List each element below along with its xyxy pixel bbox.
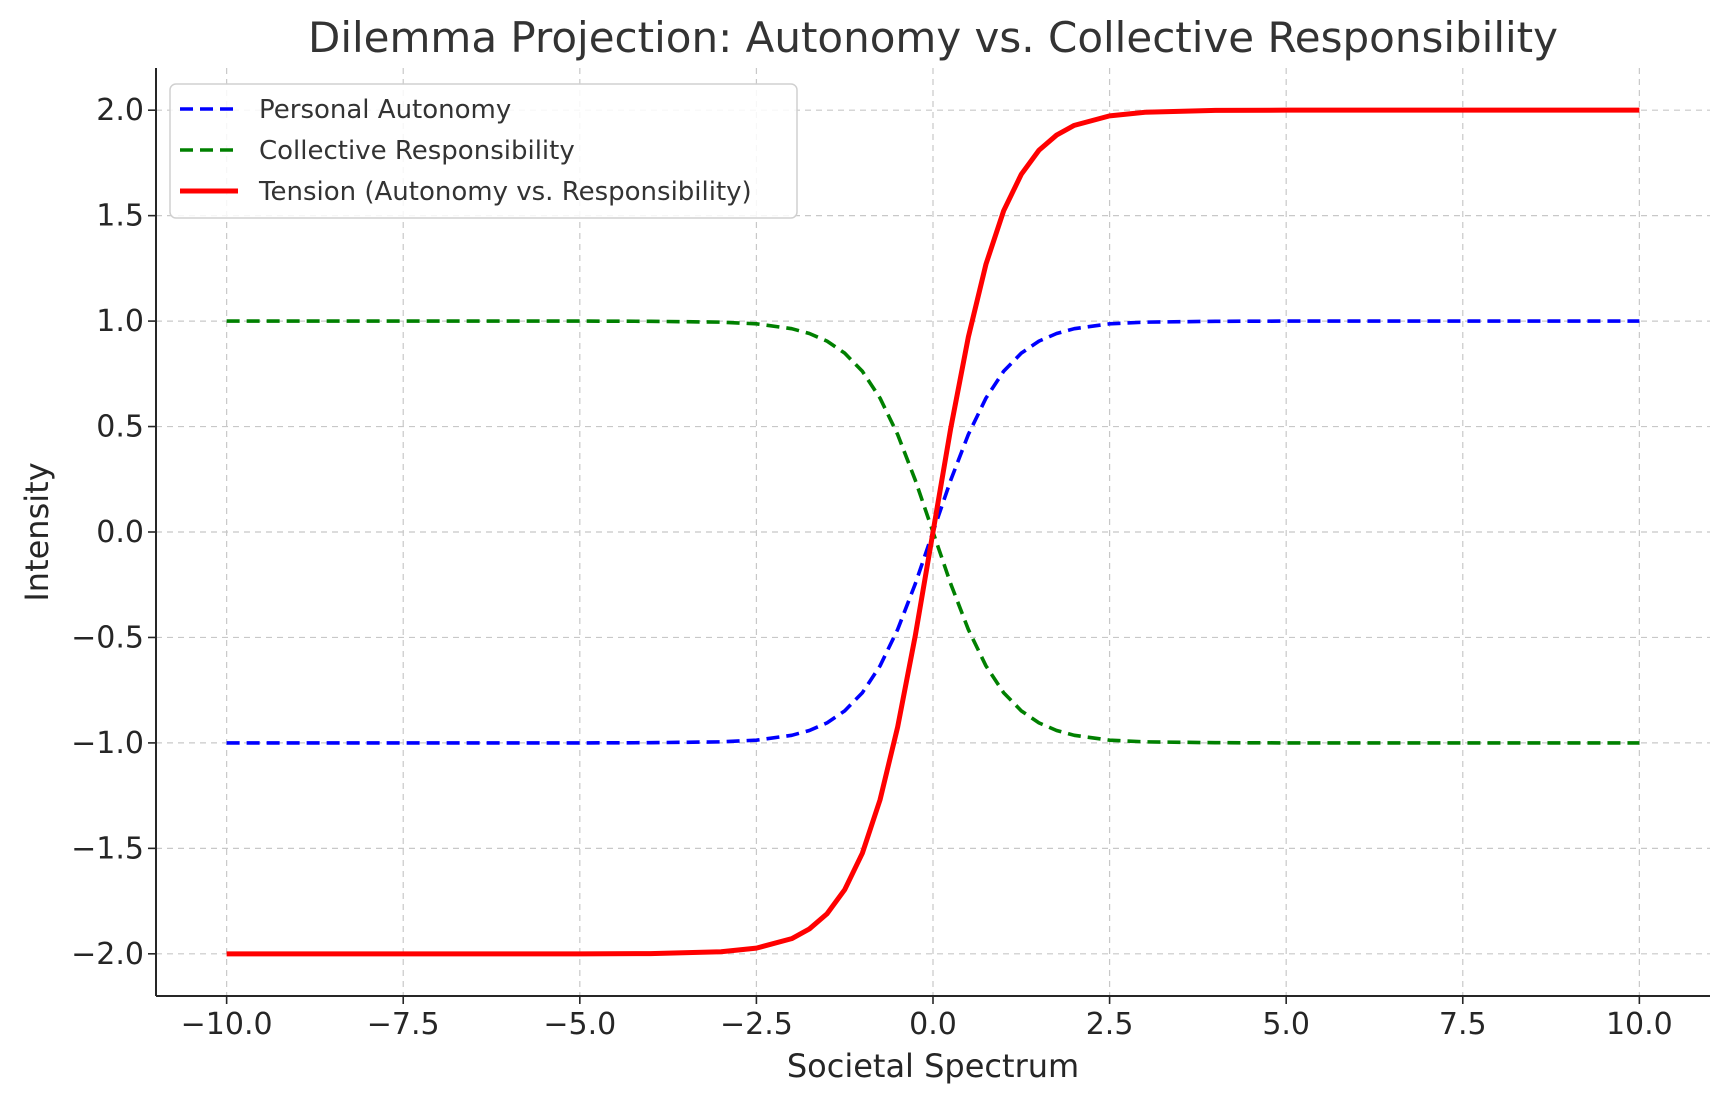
legend-label: Personal Autonomy bbox=[259, 95, 511, 125]
x-tick-label: 0.0 bbox=[909, 1007, 957, 1042]
x-tick-label: 5.0 bbox=[1262, 1007, 1310, 1042]
y-tick-label: 1.0 bbox=[96, 304, 144, 339]
x-tick-label: 7.5 bbox=[1439, 1007, 1487, 1042]
x-tick-label: 2.5 bbox=[1086, 1007, 1134, 1042]
x-tick-label: 10.0 bbox=[1606, 1007, 1673, 1042]
y-tick-label: 0.0 bbox=[96, 515, 144, 550]
y-tick-label: −2.0 bbox=[71, 937, 144, 972]
x-tick-label: −2.5 bbox=[720, 1007, 793, 1042]
series-lines bbox=[226, 107, 1640, 957]
y-tick-label: −1.0 bbox=[71, 726, 144, 761]
y-tick-label: 0.5 bbox=[96, 410, 144, 445]
legend-label: Collective Responsibility bbox=[259, 136, 575, 166]
y-tick-label: 2.0 bbox=[96, 93, 144, 128]
x-tick-label: −10.0 bbox=[181, 1007, 273, 1042]
x-tick-label: −5.0 bbox=[543, 1007, 616, 1042]
legend: Personal Autonomy Collective Responsibili… bbox=[169, 83, 798, 219]
y-tick-label: −0.5 bbox=[71, 620, 144, 655]
legend-label: Tension (Autonomy vs. Responsibility) bbox=[258, 177, 752, 207]
legend-box bbox=[169, 83, 798, 219]
y-tick-label: −1.5 bbox=[71, 831, 144, 866]
y-tick-label: 1.5 bbox=[96, 199, 144, 234]
series-line-tension-autonomy-vs-responsibility bbox=[226, 107, 1640, 957]
x-axis-label: Societal Spectrum bbox=[787, 1047, 1079, 1085]
axis-ticks: −10.0 −7.5 −5.0 −2.5 0.0 2.5 5.0 7.5 10.0 −2.0 −1.… bbox=[71, 93, 1673, 1042]
chart-title: Dilemma Projection: Autonomy vs. Collect… bbox=[308, 13, 1558, 62]
x-tick-label: −7.5 bbox=[367, 1007, 440, 1042]
y-axis-label: Intensity bbox=[18, 462, 56, 601]
